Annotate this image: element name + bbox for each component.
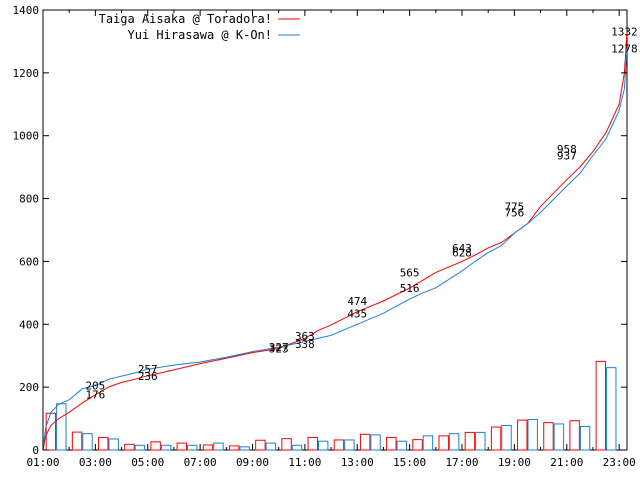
bar-blue-20 bbox=[579, 425, 591, 451]
value-label-1-3: 363 bbox=[295, 330, 315, 343]
x-tick-label-2: 05:00 bbox=[131, 456, 164, 469]
legend-label-taiga: Taiga Aisaka @ Toradora! bbox=[99, 12, 272, 26]
legend-label-yui: Yui Hirasawa @ K-On! bbox=[128, 28, 273, 42]
bar-red-17 bbox=[490, 426, 502, 451]
bar-red-15 bbox=[438, 435, 449, 451]
bar-blue-7 bbox=[239, 446, 250, 451]
x-tick-label-9: 19:00 bbox=[498, 456, 531, 469]
value-labels: 176 236 323 338 474 565 643 775 958 1332 205 257 327… bbox=[85, 25, 637, 401]
bar-red-7 bbox=[228, 445, 240, 451]
series-line-0 bbox=[42, 31, 628, 451]
hourly-bars bbox=[45, 360, 617, 451]
bar-red-3 bbox=[124, 443, 135, 451]
value-label-1-7: 756 bbox=[504, 206, 524, 219]
bar-blue-5 bbox=[187, 444, 198, 451]
bar-blue-13 bbox=[396, 440, 407, 451]
bar-red-11 bbox=[333, 439, 345, 451]
x-tick-label-4: 09:00 bbox=[236, 456, 269, 469]
bar-red-5 bbox=[176, 442, 188, 451]
y-tick-label-7: 1400 bbox=[13, 4, 40, 17]
bar-red-4 bbox=[150, 441, 161, 451]
bar-blue-3 bbox=[134, 444, 146, 451]
y-tick-label-5: 1000 bbox=[13, 130, 40, 143]
x-tick-label-3: 07:00 bbox=[184, 456, 217, 469]
value-label-0-4: 474 bbox=[347, 295, 367, 308]
y-tick-label-6: 1200 bbox=[13, 67, 40, 80]
value-label-0-3: 338 bbox=[295, 338, 315, 351]
bar-red-19 bbox=[543, 422, 554, 451]
value-label-1-2: 327 bbox=[269, 341, 289, 354]
series-line-1 bbox=[42, 48, 628, 451]
y-axis: 0 200 400 600 800 1000 1200 1400 bbox=[13, 4, 627, 457]
value-label-1-4: 435 bbox=[347, 307, 367, 320]
bar-red-10 bbox=[307, 436, 318, 451]
bar-blue-9 bbox=[291, 444, 303, 451]
value-label-0-2: 323 bbox=[269, 342, 289, 355]
x-tick-label-1: 03:00 bbox=[79, 456, 112, 469]
bar-blue-14 bbox=[422, 435, 434, 451]
y-tick-label-2: 400 bbox=[19, 318, 39, 331]
value-label-1-8: 937 bbox=[557, 150, 577, 163]
value-label-0-6: 643 bbox=[452, 242, 472, 255]
value-label-0-0: 176 bbox=[85, 389, 105, 402]
value-label-1-5: 516 bbox=[400, 282, 420, 295]
bar-blue-21 bbox=[606, 367, 617, 451]
bar-blue-11 bbox=[344, 439, 355, 451]
y-tick-label-1: 200 bbox=[19, 381, 39, 394]
bar-red-21 bbox=[595, 360, 607, 451]
x-tick-label-6: 13:00 bbox=[341, 456, 374, 469]
value-label-0-7: 775 bbox=[504, 200, 524, 213]
x-axis: 01:00 03:00 05:00 07:00 09:00 11:00 13:00 15:00… bbox=[26, 10, 636, 469]
bar-red-18 bbox=[517, 419, 528, 451]
bar-red-12 bbox=[359, 433, 371, 451]
value-label-0-9: 1332 bbox=[611, 25, 638, 38]
bar-blue-10 bbox=[317, 440, 329, 451]
bar-red-9 bbox=[281, 438, 292, 451]
x-tick-label-11: 23:00 bbox=[603, 456, 636, 469]
bar-red-2 bbox=[98, 436, 109, 451]
bar-red-6 bbox=[202, 444, 214, 451]
bar-red-14 bbox=[412, 439, 423, 451]
bar-blue-1 bbox=[82, 433, 93, 451]
x-tick-label-0: 01:00 bbox=[26, 456, 59, 469]
bar-blue-12 bbox=[370, 434, 381, 451]
bar-blue-2 bbox=[108, 438, 119, 451]
y-tick-label-0: 0 bbox=[32, 444, 39, 457]
bar-blue-4 bbox=[160, 444, 172, 451]
value-label-0-1: 236 bbox=[138, 370, 158, 383]
value-label-1-9: 1278 bbox=[611, 42, 638, 55]
bar-blue-0 bbox=[56, 403, 67, 451]
bar-blue-15 bbox=[448, 433, 460, 451]
bar-blue-16 bbox=[475, 431, 486, 451]
bar-red-20 bbox=[569, 420, 580, 451]
bar-blue-17 bbox=[501, 424, 512, 451]
bar-red-1 bbox=[71, 431, 83, 451]
bar-blue-18 bbox=[527, 419, 538, 451]
x-tick-label-7: 15:00 bbox=[393, 456, 426, 469]
plot-frame bbox=[42, 9, 628, 451]
legend: Taiga Aisaka @ Toradora! Yui Hirasawa @ … bbox=[99, 12, 300, 42]
x-tick-label-5: 11:00 bbox=[288, 456, 321, 469]
bar-red-16 bbox=[464, 431, 476, 451]
bar-red-13 bbox=[386, 436, 397, 451]
value-label-0-8: 958 bbox=[557, 143, 577, 156]
bar-red-8 bbox=[255, 439, 266, 451]
value-label-1-6: 628 bbox=[452, 247, 472, 260]
bar-blue-19 bbox=[553, 423, 565, 451]
value-label-1-0: 205 bbox=[85, 380, 105, 393]
bar-blue-8 bbox=[265, 442, 277, 451]
x-tick-label-10: 21:00 bbox=[550, 456, 583, 469]
x-tick-label-8: 17:00 bbox=[445, 456, 478, 469]
y-tick-label-4: 800 bbox=[19, 193, 39, 206]
bar-blue-6 bbox=[213, 442, 224, 451]
value-label-1-1: 257 bbox=[138, 363, 158, 376]
value-label-0-5: 565 bbox=[400, 266, 420, 279]
y-tick-label-3: 600 bbox=[19, 255, 39, 268]
series-lines bbox=[42, 31, 628, 451]
